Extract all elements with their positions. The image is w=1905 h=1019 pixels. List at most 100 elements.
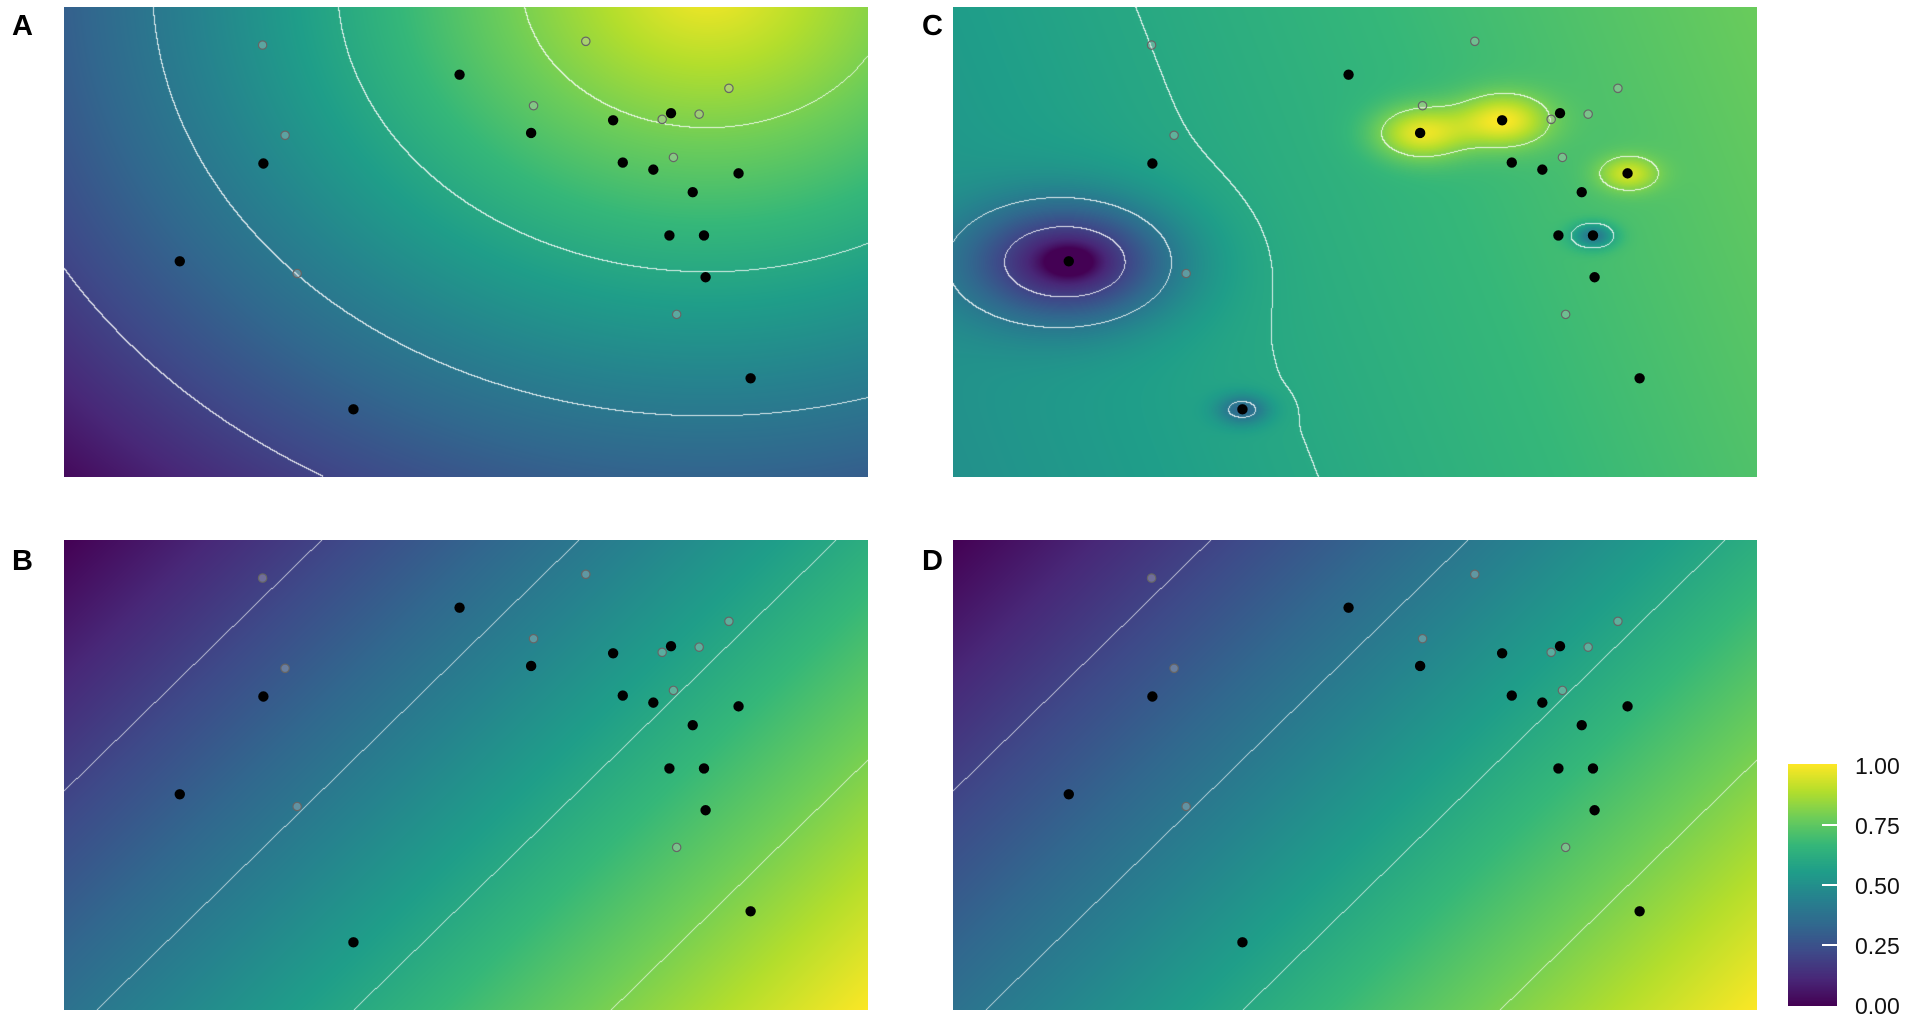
open-point: [280, 130, 290, 141]
filled-point: [664, 230, 675, 241]
open-point: [580, 36, 591, 47]
open-point: [657, 114, 667, 125]
colorbar-label-050: 0.50: [1855, 873, 1900, 899]
panel-label-c: C: [922, 10, 943, 42]
open-point: [292, 268, 302, 279]
heatmap-panel-a: [64, 7, 868, 477]
filled-point: [174, 789, 185, 800]
filled-point: [1063, 256, 1074, 267]
open-point: [671, 842, 682, 853]
filled-point: [1554, 641, 1566, 652]
heatmap-field: [953, 7, 1757, 477]
filled-point: [1496, 648, 1508, 659]
filled-point: [1622, 168, 1633, 179]
open-point: [1169, 130, 1179, 141]
open-point: [1146, 40, 1157, 50]
panel-label-d: D: [922, 545, 943, 577]
filled-point: [698, 763, 710, 774]
filled-point: [1537, 164, 1548, 175]
filled-point: [607, 115, 619, 126]
colorbar-tick: [1822, 944, 1837, 946]
open-point: [724, 83, 734, 94]
filled-point: [1553, 230, 1564, 241]
filled-point: [1553, 763, 1564, 774]
scatter-points: [174, 36, 756, 415]
open-point: [1181, 268, 1191, 279]
filled-point: [607, 648, 619, 659]
open-point: [668, 685, 679, 696]
colorbar-label-025: 0.25: [1855, 933, 1900, 959]
filled-point: [700, 805, 711, 816]
filled-point: [1589, 805, 1600, 816]
colorbar-tick: [1822, 824, 1837, 826]
heatmap-panel-c: [953, 7, 1757, 477]
filled-point: [1414, 660, 1426, 672]
open-point: [1417, 633, 1428, 644]
colorbar-label-1: 1.00: [1855, 753, 1900, 779]
open-point: [1583, 109, 1593, 119]
filled-point: [648, 697, 659, 708]
filled-point: [745, 906, 756, 917]
filled-point: [1147, 158, 1158, 169]
open-point: [694, 642, 704, 652]
filled-point: [525, 127, 537, 139]
filled-point: [698, 230, 710, 241]
filled-point: [258, 158, 269, 169]
filled-point: [348, 937, 359, 948]
filled-point: [1343, 602, 1354, 613]
filled-point: [1414, 127, 1426, 139]
open-point: [724, 616, 734, 627]
filled-point: [1576, 719, 1587, 731]
open-point: [280, 663, 290, 674]
open-point: [1169, 663, 1179, 674]
open-point: [1583, 642, 1593, 652]
panel-label-b: B: [12, 545, 33, 577]
open-point: [1560, 842, 1571, 853]
filled-point: [733, 168, 744, 179]
filled-point: [454, 69, 465, 80]
heatmap-panel-b: [64, 540, 868, 1010]
open-point: [580, 569, 591, 580]
colorbar-label-0: 0.00: [1855, 993, 1900, 1019]
open-point: [1146, 573, 1157, 583]
open-point: [657, 647, 667, 658]
filled-point: [648, 164, 659, 175]
filled-point: [1343, 69, 1354, 80]
filled-point: [687, 186, 698, 198]
heatmap-field: [64, 7, 868, 477]
filled-point: [1634, 906, 1645, 917]
filled-point: [665, 641, 677, 652]
filled-point: [1147, 691, 1158, 702]
filled-point: [1506, 690, 1517, 701]
open-point: [1613, 83, 1623, 94]
open-point: [1560, 309, 1571, 320]
filled-point: [1576, 186, 1587, 198]
open-point: [528, 100, 539, 111]
open-point: [1546, 647, 1556, 658]
filled-point: [348, 404, 359, 415]
filled-point: [745, 373, 756, 384]
filled-point: [665, 108, 677, 119]
filled-point: [1589, 272, 1600, 283]
filled-point: [258, 691, 269, 702]
filled-point: [1554, 108, 1566, 119]
open-point: [1546, 114, 1556, 125]
filled-point: [617, 157, 628, 168]
open-point: [671, 309, 682, 320]
heatmap-field: [64, 540, 868, 1010]
heatmap-field: [953, 540, 1757, 1010]
filled-point: [454, 602, 465, 613]
filled-point: [525, 660, 537, 672]
open-point: [1417, 100, 1428, 111]
filled-point: [733, 701, 744, 712]
open-point: [528, 633, 539, 644]
open-point: [1557, 685, 1568, 696]
filled-point: [1622, 701, 1633, 712]
heatmap-panel-d: [953, 540, 1757, 1010]
colorbar-label-075: 0.75: [1855, 813, 1900, 839]
filled-point: [1506, 157, 1517, 168]
panel-label-a: A: [12, 10, 33, 42]
filled-point: [174, 256, 185, 267]
filled-point: [1587, 230, 1599, 241]
open-point: [1181, 801, 1191, 812]
